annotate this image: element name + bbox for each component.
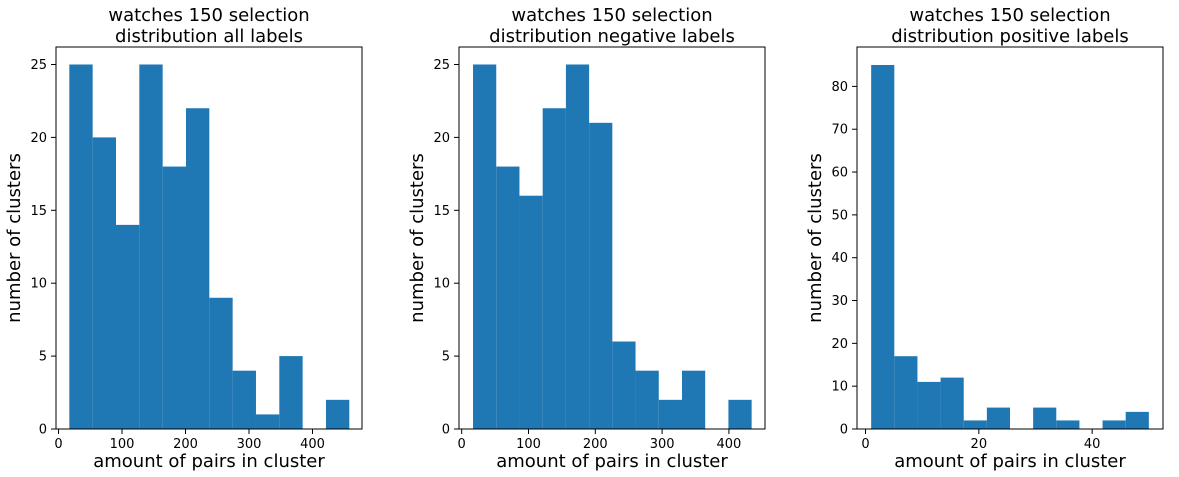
y-tick-label: 10 [831, 380, 848, 395]
y-tick-label: 25 [30, 58, 47, 73]
x-tick-label: 200 [583, 437, 608, 452]
chart-panel-2: 0 100 200 300 400 0 5 10 15 20 25 watches 150 selec… [407, 5, 766, 472]
histogram-bar [185, 108, 210, 430]
histogram-bar [139, 64, 163, 429]
y-tick-label: 20 [30, 131, 47, 146]
y-tick-label: 10 [433, 277, 450, 292]
x-tick-label: 300 [237, 437, 262, 452]
histogram-bar [871, 64, 895, 430]
histogram-bar [115, 224, 140, 429]
plot-frame [458, 46, 766, 430]
histogram-bar [519, 195, 543, 429]
chart-title: watches 150 selection [108, 5, 309, 26]
histogram-bar [209, 297, 233, 429]
y-tick-label: 5 [442, 350, 450, 365]
x-tick-label: 40 [1084, 437, 1101, 452]
chart-title: distribution negative labels [489, 26, 735, 47]
plot-frame [55, 46, 363, 430]
x-tick-label: 0 [861, 437, 869, 452]
histogram-bar [728, 399, 752, 429]
x-tick-label: 100 [516, 437, 541, 452]
y-tick-label: 20 [433, 131, 450, 146]
y-tick-label: 70 [831, 123, 848, 138]
y-tick-label: 0 [39, 423, 47, 438]
y-tick-label: 25 [433, 58, 450, 73]
y-tick-label: 15 [433, 204, 450, 219]
x-tick-label: 100 [110, 437, 135, 452]
x-tick-label: 20 [971, 437, 988, 452]
histogram-bar [917, 381, 941, 429]
plot-frame [856, 46, 1164, 430]
histogram-bar [894, 356, 918, 429]
histogram-bar [92, 137, 116, 429]
histogram-bar [325, 399, 350, 429]
x-axis-label: amount of pairs in cluster [93, 451, 325, 472]
y-tick-label: 5 [39, 350, 47, 365]
x-axis-label: amount of pairs in cluster [496, 451, 728, 472]
y-tick-label: 0 [442, 423, 450, 438]
histogram-bar [635, 370, 659, 429]
y-tick-label: 15 [30, 204, 47, 219]
histogram-bar [496, 166, 520, 429]
x-tick-label: 400 [300, 437, 325, 452]
y-tick-label: 60 [831, 166, 848, 181]
histogram-bar [1102, 420, 1126, 429]
histogram-bar [565, 64, 590, 429]
x-tick-label: 300 [650, 437, 675, 452]
y-tick-label: 0 [840, 423, 848, 438]
histogram-bar [1125, 411, 1149, 429]
histogram-bar [658, 399, 682, 429]
y-tick-label: 50 [831, 208, 848, 223]
y-axis-label: number of clusters [805, 153, 826, 323]
histogram-bar [681, 370, 706, 429]
chart-title: watches 150 selection [909, 5, 1110, 26]
histogram-bar [255, 414, 280, 429]
x-axis-label: amount of pairs in cluster [894, 451, 1126, 472]
chart-title: distribution all labels [115, 26, 303, 47]
x-tick-label: 0 [458, 437, 466, 452]
histogram-bar [1033, 407, 1057, 429]
y-tick-label: 80 [831, 80, 848, 95]
x-tick-label: 400 [717, 437, 742, 452]
chart-panel-1: 0 100 200 300 400 0 5 10 15 20 25 watches 150 selec… [4, 5, 363, 472]
histogram-bar [162, 166, 186, 429]
histogram-bar [589, 122, 613, 429]
histogram-bar [986, 407, 1010, 429]
histogram-bar [612, 341, 636, 429]
y-axis-label: number of clusters [407, 153, 428, 323]
chart-title: watches 150 selection [511, 5, 712, 26]
x-tick-label: 200 [173, 437, 198, 452]
y-tick-label: 20 [831, 337, 848, 352]
chart-title: distribution positive labels [891, 26, 1129, 47]
y-axis-label: number of clusters [4, 153, 25, 323]
histogram-bar [963, 420, 987, 429]
x-tick-label: 0 [54, 437, 62, 452]
y-tick-label: 10 [30, 277, 47, 292]
histogram-bar [69, 64, 93, 429]
histogram-bar [232, 370, 256, 429]
y-tick-label: 30 [831, 294, 848, 309]
histogram-bar [1056, 420, 1080, 429]
histogram-bar [473, 64, 497, 429]
y-tick-label: 40 [831, 251, 848, 266]
histogram-bar [542, 108, 566, 430]
histogram-bar [279, 356, 303, 429]
chart-panel-3: 0 20 40 0 10 20 30 40 50 60 70 80 watches 150 select… [805, 5, 1164, 472]
histogram-bar [940, 377, 964, 429]
